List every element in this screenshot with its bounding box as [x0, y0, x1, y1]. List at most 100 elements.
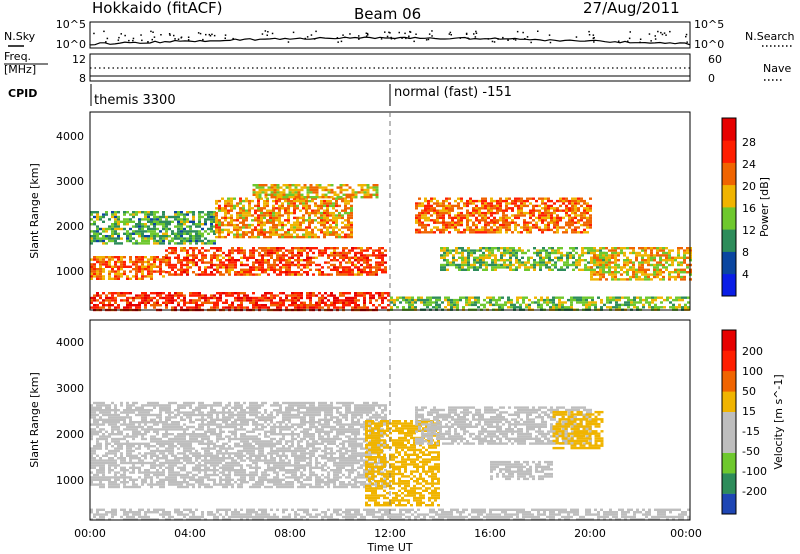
power-cell	[611, 266, 614, 269]
power-cell	[586, 223, 589, 227]
power-cell	[546, 298, 549, 302]
power-cell	[102, 275, 105, 278]
power-cell	[195, 273, 198, 276]
power-cell	[402, 296, 405, 299]
power-cell	[579, 301, 582, 304]
power-cell	[515, 254, 518, 257]
power-cell	[120, 265, 123, 268]
power-cell	[219, 273, 222, 276]
power-cell	[111, 227, 114, 231]
power-cell	[390, 296, 393, 299]
power-cell	[120, 258, 123, 261]
velocity-cell	[150, 464, 153, 467]
power-cell	[345, 261, 348, 264]
power-cell	[420, 298, 423, 302]
power-cell	[168, 271, 171, 274]
power-cell	[623, 247, 626, 250]
power-cell	[195, 237, 198, 240]
power-cell	[180, 218, 183, 221]
power-cell	[273, 249, 276, 252]
power-cell	[306, 292, 309, 295]
velocity-cell	[165, 442, 168, 445]
power-cell	[174, 242, 177, 245]
power-cell	[129, 265, 132, 268]
power-cell	[378, 292, 381, 295]
power-cell	[684, 306, 687, 309]
power-cell	[147, 299, 150, 302]
velocity-cell	[144, 442, 147, 445]
power-cell	[396, 298, 399, 302]
power-cell	[332, 233, 335, 236]
power-cell	[180, 249, 183, 252]
power-cell	[602, 273, 605, 276]
power-cell	[526, 228, 529, 232]
power-cell	[132, 211, 135, 214]
velocity-cell	[138, 433, 141, 436]
power-cell	[678, 303, 681, 307]
power-cell	[342, 188, 346, 192]
power-cell	[466, 209, 469, 212]
power-cell	[159, 270, 162, 273]
power-cell	[318, 254, 321, 257]
power-cell	[454, 204, 457, 208]
power-cell	[609, 298, 612, 302]
power-cell	[345, 296, 348, 300]
power-cell	[258, 296, 261, 300]
power-cell	[291, 304, 294, 307]
power-cell	[272, 233, 275, 236]
power-cell	[443, 247, 446, 250]
power-cell	[599, 273, 602, 276]
power-cell	[341, 231, 344, 234]
power-cell	[207, 296, 210, 300]
power-cell	[251, 228, 254, 232]
power-cell	[354, 266, 357, 269]
power-cell	[114, 306, 117, 309]
power-cell	[375, 292, 378, 295]
power-cell	[132, 296, 135, 300]
power-cell	[165, 306, 168, 309]
velocity-cell	[153, 449, 156, 453]
velocity-cell	[171, 401, 174, 405]
power-cell	[213, 211, 216, 214]
power-cell	[384, 266, 387, 269]
velocity-cell	[165, 457, 168, 460]
power-cell	[354, 299, 357, 302]
power-cell	[201, 247, 204, 250]
velocity-cell	[171, 428, 174, 431]
velocity-cell	[90, 466, 93, 469]
power-cell	[282, 301, 285, 304]
power-cell	[237, 304, 240, 307]
power-cell	[553, 209, 556, 212]
power-cell	[493, 211, 496, 215]
power-cell	[440, 263, 443, 267]
nsearch-point	[287, 41, 290, 43]
power-cell	[275, 216, 278, 220]
power-cell	[565, 207, 568, 210]
power-cell	[472, 228, 475, 232]
power-cell	[213, 247, 216, 250]
power-cell	[225, 299, 228, 302]
power-cell	[117, 258, 120, 261]
power-cell	[231, 249, 234, 252]
power-cell	[467, 259, 470, 262]
power-cell	[638, 254, 641, 257]
velocity-cell	[114, 423, 117, 426]
power-cell	[521, 263, 524, 267]
power-cell	[559, 204, 562, 208]
power-cell	[671, 263, 674, 267]
power-cell	[117, 227, 120, 231]
power-cell	[243, 306, 246, 309]
power-cell	[333, 247, 336, 250]
velocity-cell	[126, 423, 129, 426]
power-cell	[435, 306, 438, 309]
power-cell	[285, 186, 289, 189]
power-cell	[466, 219, 469, 222]
power-cell	[275, 207, 278, 210]
power-cell	[303, 306, 306, 309]
power-cell	[479, 266, 482, 269]
power-cell	[339, 299, 342, 302]
power-cell	[593, 259, 596, 262]
power-cell	[466, 228, 469, 232]
power-cell	[330, 292, 333, 295]
power-cell	[644, 278, 647, 281]
